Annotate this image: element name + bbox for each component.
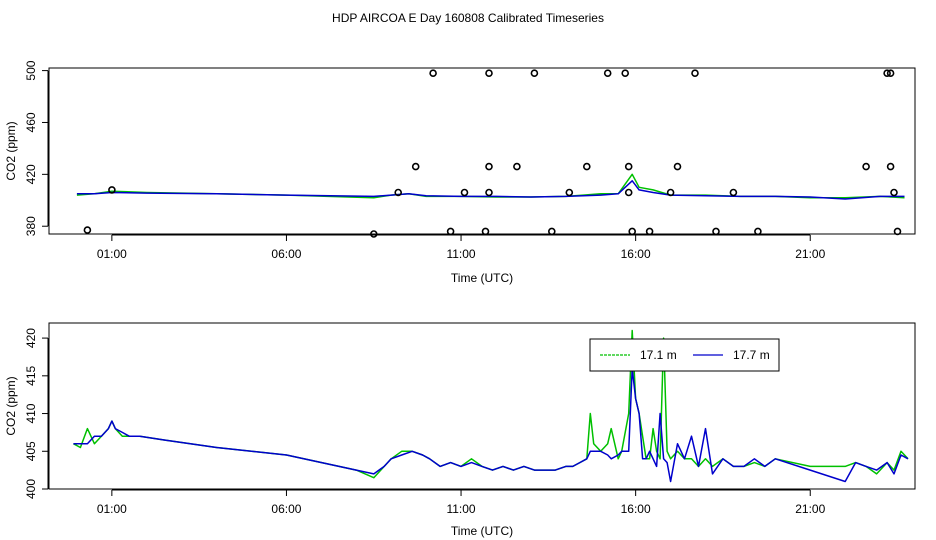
data-point <box>411 162 420 171</box>
data-point <box>673 162 682 171</box>
data-point <box>666 188 675 197</box>
data-point <box>547 227 556 236</box>
chart-title: HDP AIRCOA E Day 160808 Calibrated Times… <box>332 11 604 25</box>
data-point <box>565 188 574 197</box>
plot-frame-top <box>48 67 916 235</box>
data-point <box>862 162 870 171</box>
x-tick-label: 16:00 <box>621 247 651 261</box>
x-tick-label: 11:00 <box>446 247 475 261</box>
data-point <box>530 69 539 77</box>
series-lines-bottom <box>73 329 909 483</box>
data-point <box>886 69 895 77</box>
data-point <box>513 162 521 171</box>
legend-box <box>589 338 780 372</box>
y-tick-label: 400 <box>24 479 38 499</box>
legend-label-17-7: 17.7 m <box>733 348 770 362</box>
data-point <box>624 162 633 171</box>
data-point <box>691 69 699 77</box>
data-point <box>893 227 902 236</box>
series-lines-top <box>76 173 905 200</box>
y-axis-label-bottom: CO2 (ppm) <box>4 376 18 435</box>
x-tick-label: 06:00 <box>271 247 301 261</box>
legend-label-17-1: 17.1 m <box>640 348 677 362</box>
data-point <box>108 186 116 194</box>
y-tick-label: 410 <box>24 403 38 423</box>
y-tick-label: 500 <box>24 60 38 80</box>
x-axis-top: 01:00 06:00 11:00 16:00 21:00 <box>97 234 826 261</box>
x-tick-label: 21:00 <box>795 247 825 261</box>
y-axis-bottom: 400 405 410 415 420 <box>24 328 49 499</box>
y-tick-label: 415 <box>24 365 38 385</box>
data-point <box>485 69 493 77</box>
x-tick-label: 01:00 <box>97 247 127 261</box>
data-point <box>890 188 898 197</box>
data-point <box>481 227 490 236</box>
y-axis-label-top: CO2 (ppm) <box>4 121 18 180</box>
data-point <box>460 188 469 197</box>
data-point <box>754 227 762 236</box>
data-point <box>628 227 637 236</box>
x-axis-bottom: 01:00 06:00 11:00 16:00 21:00 <box>97 489 826 516</box>
y-tick-label: 460 <box>24 112 38 132</box>
x-tick-label: 01:00 <box>97 502 127 516</box>
data-point <box>369 230 378 238</box>
y-tick-label: 420 <box>24 164 38 184</box>
x-tick-label: 16:00 <box>621 502 651 516</box>
x-tick-label: 21:00 <box>795 502 825 516</box>
data-point <box>83 226 92 234</box>
data-point <box>582 162 591 171</box>
points-top <box>83 69 902 238</box>
data-point <box>394 188 403 197</box>
series-line-17-1-m <box>73 329 909 479</box>
data-point <box>485 162 493 171</box>
data-point <box>429 69 437 77</box>
y-tick-label: 405 <box>24 441 38 461</box>
y-tick-label: 380 <box>24 216 38 236</box>
x-tick-label: 06:00 <box>271 502 301 516</box>
data-point <box>729 188 738 197</box>
y-tick-label: 420 <box>24 328 38 348</box>
x-tick-label: 11:00 <box>446 502 475 516</box>
data-point <box>621 69 630 77</box>
data-point <box>624 188 633 197</box>
y-axis-top: 380 420 460 500 <box>24 60 49 236</box>
data-point <box>485 188 493 197</box>
legend: 17.1 m 17.7 m <box>589 338 780 372</box>
data-point <box>446 227 455 236</box>
data-point <box>603 69 612 77</box>
data-point <box>883 69 891 77</box>
data-point <box>645 227 654 236</box>
data-point <box>712 227 720 236</box>
x-axis-label-top: Time (UTC) <box>451 271 513 285</box>
x-axis-label-bottom: Time (UTC) <box>451 524 513 538</box>
data-point <box>886 162 895 171</box>
series-line-s1 <box>76 180 905 200</box>
series-line-17-7-m <box>73 367 909 483</box>
plot-frame-bottom <box>48 322 916 490</box>
